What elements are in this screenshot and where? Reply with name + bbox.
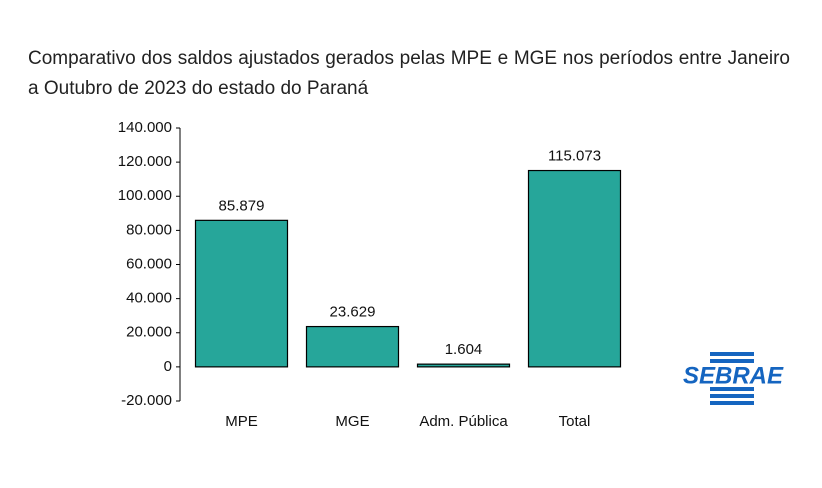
value-label: 115.073 (548, 148, 601, 165)
value-label: 23.629 (330, 304, 376, 321)
logo: SEBRAE (683, 352, 784, 405)
bar (194, 219, 289, 368)
y-tick-label: 0 (164, 358, 172, 375)
value-label: 1.604 (445, 341, 483, 358)
y-tick-label: 120.000 (118, 153, 172, 170)
y-tick-label: 60.000 (126, 255, 172, 272)
y-tick-label: 140.000 (118, 119, 172, 136)
bar (305, 325, 400, 368)
x-tick-label: Total (559, 413, 591, 430)
y-tick-label: 40.000 (126, 290, 172, 307)
x-tick-label: Adm. Pública (419, 413, 508, 430)
chart-title: Comparativo dos saldos ajustados gerados… (28, 48, 790, 99)
value-label: 85.879 (219, 197, 265, 214)
x-tick-label: MPE (225, 413, 258, 430)
bar (527, 169, 622, 368)
bar (416, 363, 511, 368)
y-tick-label: -20.000 (121, 392, 172, 409)
logo-text: SEBRAE (683, 362, 784, 389)
y-tick-label: 20.000 (126, 324, 172, 341)
y-tick-label: 80.000 (126, 221, 172, 238)
x-tick-label: MGE (335, 413, 369, 430)
y-tick-label: 100.000 (118, 187, 172, 204)
